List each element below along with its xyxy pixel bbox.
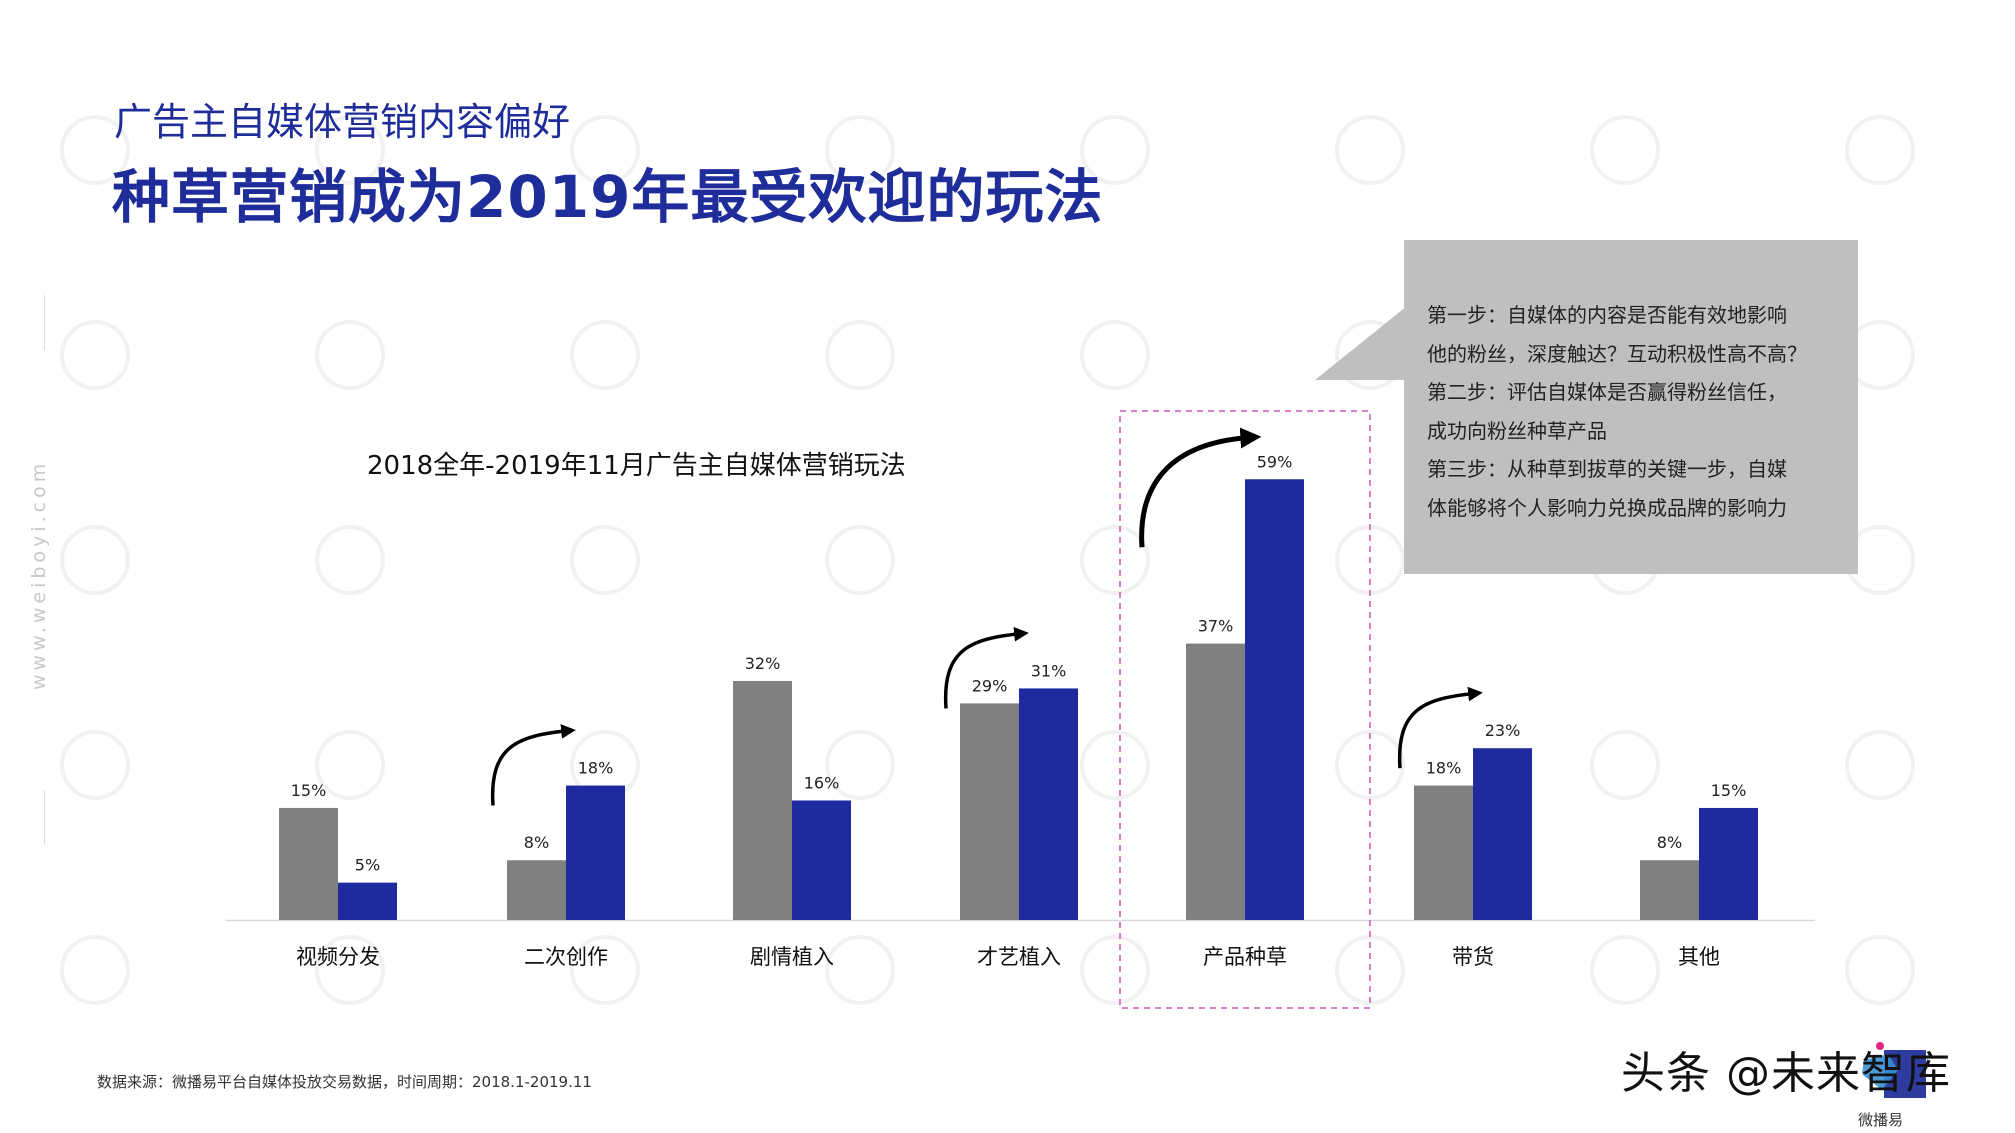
growth-arrow-icon — [1139, 427, 1262, 548]
data-label: 32% — [745, 654, 781, 673]
bar-2019 — [566, 785, 625, 920]
data-label: 5% — [355, 856, 380, 875]
growth-arrow-icon — [490, 724, 576, 806]
callout-line: 成功向粉丝种草产品 — [1427, 418, 1607, 443]
callout-line: 第一步：自媒体的内容是否能有效地影响 — [1427, 303, 1787, 327]
callout-pointer — [1315, 306, 1407, 380]
data-label: 23% — [1485, 721, 1521, 740]
x-tick-label: 二次创作 — [524, 945, 608, 969]
x-tick-label: 带货 — [1452, 945, 1494, 969]
x-tick-label: 其他 — [1678, 945, 1720, 969]
bar-2018 — [733, 680, 792, 920]
data-label: 37% — [1198, 617, 1234, 636]
data-label: 59% — [1257, 452, 1293, 471]
callout-line: 第二步：评估自媒体是否赢得粉丝信任， — [1427, 380, 1787, 404]
callout-text: 第一步：自媒体的内容是否能有效地影响 他的粉丝，深度触达？互动积极性高不高？ 第… — [1427, 296, 1852, 527]
side-divider — [44, 790, 45, 845]
bar-2018 — [1414, 785, 1473, 920]
bar-2019 — [1019, 688, 1078, 920]
bar-2019 — [792, 800, 851, 920]
data-label: 31% — [1031, 661, 1067, 680]
data-label: 15% — [291, 781, 327, 800]
callout-line: 他的粉丝，深度触达？互动积极性高不高？ — [1427, 341, 1807, 366]
bar-2019 — [1699, 807, 1758, 920]
bar-2018 — [507, 860, 566, 920]
x-tick-label: 才艺植入 — [977, 945, 1061, 969]
brand-watermark: 头条 @未来智库 — [1621, 1048, 1951, 1099]
callout-line: 体能够将个人影响力兑换成品牌的影响力 — [1427, 495, 1787, 520]
x-tick-label: 产品种草 — [1203, 945, 1287, 969]
bar-2018 — [1640, 860, 1699, 920]
page-subtitle: 广告主自媒体营销内容偏好 — [114, 100, 571, 144]
callout-box — [1404, 240, 1858, 574]
data-label: 8% — [524, 833, 549, 852]
highlight-box — [1119, 410, 1371, 1009]
data-label: 16% — [804, 773, 840, 792]
data-label: 15% — [1711, 781, 1747, 800]
bar-2019 — [338, 882, 397, 920]
chart-title: 2018全年-2019年11月广告主自媒体营销玩法 — [367, 451, 906, 481]
data-label: 18% — [1426, 759, 1462, 778]
bar-2018 — [960, 703, 1019, 920]
bar-2019 — [1245, 479, 1304, 920]
weiboyi-logo-icon — [1862, 1042, 1926, 1098]
data-label: 29% — [972, 676, 1008, 695]
x-tick-label: 视频分发 — [296, 945, 380, 969]
bar-2019 — [1473, 748, 1532, 920]
bar-2018 — [1186, 643, 1245, 920]
page-title: 种草营销成为2019年最受欢迎的玩法 — [112, 163, 1104, 231]
side-divider — [44, 295, 45, 350]
growth-arrow-icon — [943, 626, 1029, 709]
data-label: 18% — [578, 759, 614, 778]
bar-2018 — [279, 807, 338, 920]
x-tick-label: 剧情植入 — [750, 945, 834, 969]
growth-arrow-icon — [1397, 686, 1483, 769]
source-note: 数据来源：微播易平台自媒体投放交易数据，时间周期：2018.1-2019.11 — [97, 1073, 592, 1091]
logo-caption: 微播易 — [1858, 1111, 1904, 1129]
callout-line: 第三步：从种草到拔草的关键一步，自媒 — [1427, 457, 1787, 481]
data-label: 8% — [1657, 833, 1682, 852]
